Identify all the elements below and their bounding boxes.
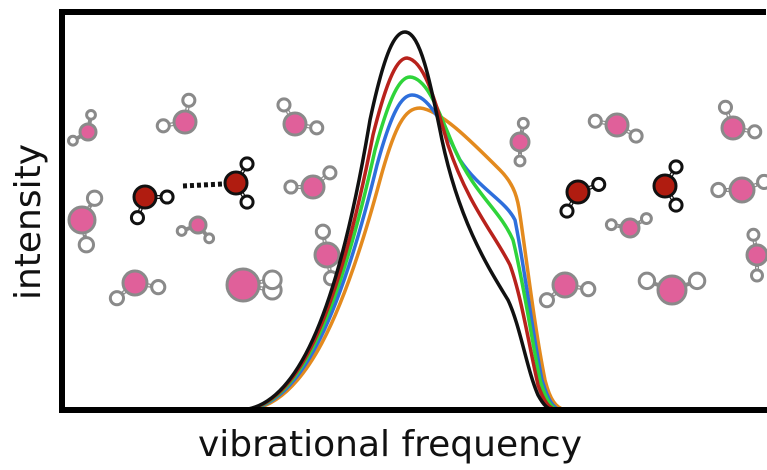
hydrogen-atom [747,124,763,140]
hydrogen-atom [587,113,603,129]
hydrogen-atom [203,232,216,245]
oxygen-atom [223,170,249,196]
oxygen-atom [121,269,149,297]
oxygen-atom [78,122,98,142]
molecules [67,92,767,309]
oxygen-atom [313,241,341,269]
oxygen-atom [745,243,767,267]
hydrogen-atom [262,269,283,291]
hydrogen-atom [283,179,299,195]
oxygen-atom [720,115,746,141]
hydrogen-atom [580,280,597,298]
hydrogen-atom [637,271,657,291]
hydrogen-atom [513,154,527,168]
spectrum-curve [244,106,566,412]
hydrogen-atom [155,118,171,134]
oxygen-atom [188,215,208,235]
oxygen-atom [551,271,579,299]
hydrogen-atom [314,223,332,240]
hydrogen-atom [639,212,653,225]
hydrogen-atom [175,225,188,237]
hydrogen-atom [668,159,684,175]
oxygen-atom [132,184,158,210]
hydrogen-atom [559,203,575,219]
spectrum-curve [240,56,557,412]
hydrogen-atom [717,99,734,115]
hydrogen-atom [129,210,146,226]
oxygen-atom [509,131,531,153]
oxygen-atom [67,205,97,235]
oxygen-atom [604,112,630,138]
hydrogen-atom [150,278,167,296]
oxygen-atom [565,179,591,205]
oxygen-atom [282,111,308,137]
hydrogen-atom [181,92,197,108]
hydrogen-atom [604,218,618,232]
hydrogen-atom [276,97,292,113]
hydrogen-atom [710,181,727,199]
hydrogen-atom [756,173,767,191]
hydrogen-atom [538,292,556,309]
hydrogen-atom [591,176,607,193]
hydrogen-atom [239,156,255,172]
plot-frame [59,9,767,413]
hydrogen-atom [77,236,96,254]
oxygen-atom [619,217,641,239]
spectrum-curve [239,30,554,412]
hydrogen-atom [750,268,764,283]
hydrogen-atom [85,108,97,121]
hydrogen-bond [182,181,223,189]
hydrogen-atom [322,165,338,181]
hydrogen-atom [628,128,644,144]
hydrogen-atom [108,290,126,307]
hydrogen-atom [67,134,79,147]
hydrogen-atom [159,189,175,205]
hydrogen-atom [668,197,684,213]
hydrogen-atom [309,120,325,136]
oxygen-atom [652,173,678,199]
oxygen-atom [225,267,261,303]
hydrogen-atom [85,189,104,207]
hydrogen-atom [746,227,761,242]
oxygen-atom [172,109,198,135]
y-axis-label: intensity [8,144,49,300]
oxygen-atom [656,274,688,306]
hydrogen-atom [239,194,255,210]
oxygen-atom [728,176,756,204]
hydrogen-atom [687,271,707,291]
x-axis-label: vibrational frequency [198,424,582,465]
oxygen-atom [300,174,326,200]
hydrogen-atom [516,116,530,130]
